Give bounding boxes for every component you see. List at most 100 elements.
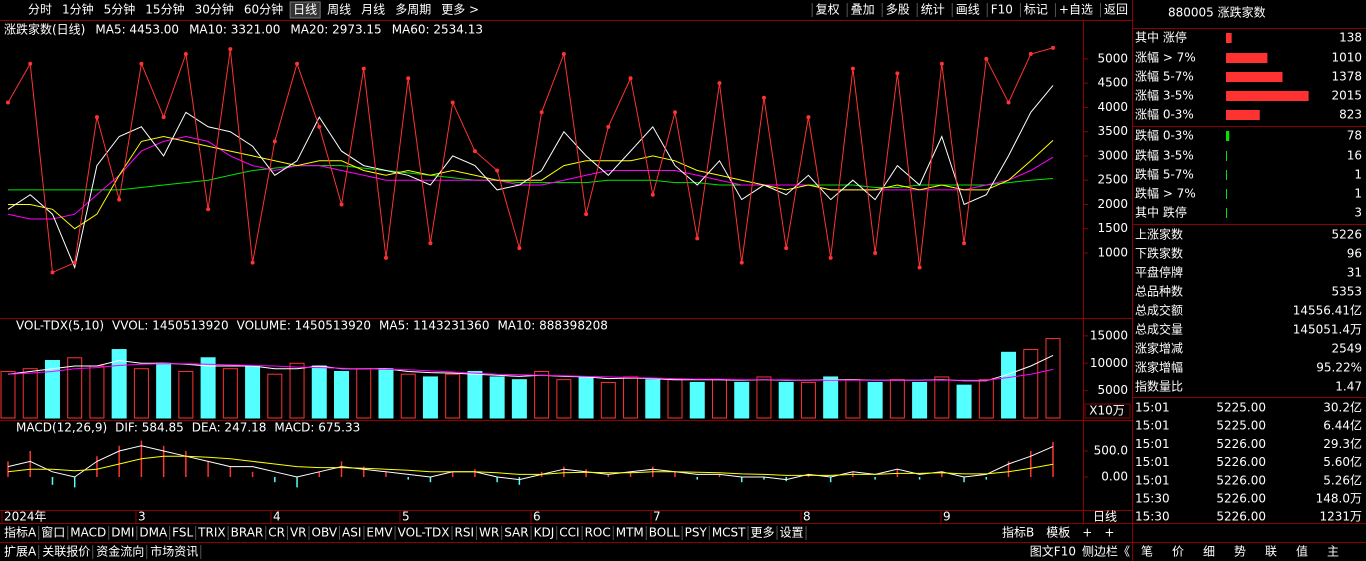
panel-tab[interactable]: 主: [1327, 545, 1339, 559]
breadth-label: 跌幅 > 7%: [1135, 186, 1196, 201]
data-point: [206, 207, 211, 212]
breadth-value: 823: [1339, 108, 1362, 122]
breadth-line: [7, 47, 1054, 274]
breadth-value: 138: [1339, 31, 1362, 45]
tick-cell: 15:01: [1135, 419, 1170, 433]
indicator-tab[interactable]: 更多: [751, 526, 775, 540]
indicator-tab[interactable]: 窗口: [41, 526, 65, 540]
tool-button[interactable]: +自选: [1059, 3, 1093, 17]
status-tab[interactable]: 市场资讯: [150, 544, 198, 559]
data-point: [272, 139, 277, 144]
volume-bar: [311, 365, 327, 419]
volume-bar: [178, 370, 194, 419]
tick-cell: 5.60亿: [1323, 454, 1362, 469]
breadth-value: 78: [1347, 129, 1362, 143]
indicator-tab[interactable]: ROC: [585, 526, 611, 540]
period-tab[interactable]: 周线: [327, 3, 351, 17]
panel-tab[interactable]: 联: [1265, 545, 1277, 559]
indicator-tab[interactable]: +: [1082, 526, 1092, 540]
legend: 涨跌家数(日线): [4, 22, 85, 37]
tool-button[interactable]: 复权: [816, 3, 840, 17]
status-tab[interactable]: 资金流向: [96, 544, 144, 559]
y-tick-label: 5000: [1097, 51, 1128, 65]
tick-cell: 15:01: [1135, 473, 1170, 487]
data-point: [739, 260, 744, 265]
breadth-label: 涨幅 5-7%: [1135, 69, 1194, 84]
panel-tab[interactable]: 价: [1172, 545, 1184, 559]
data-point: [183, 52, 188, 57]
period-tab[interactable]: 分时: [28, 3, 52, 17]
indicator-tab[interactable]: DMI: [111, 526, 134, 540]
period-tab[interactable]: 月线: [361, 3, 385, 17]
indicator-tab[interactable]: EMV: [366, 526, 393, 540]
indicator-tab[interactable]: VR: [290, 526, 307, 540]
panel-tab[interactable]: 势: [1234, 545, 1246, 559]
volume-bar: [222, 368, 238, 419]
data-point: [939, 61, 944, 66]
indicator-tab[interactable]: PSY: [685, 526, 708, 540]
indicator-tab[interactable]: SAR: [504, 526, 528, 540]
indicator-tab[interactable]: MCST: [712, 526, 746, 540]
indicator-tab[interactable]: 指标A: [4, 525, 37, 540]
indicator-tab[interactable]: 模板: [1046, 526, 1070, 540]
tool-button[interactable]: 返回: [1104, 3, 1128, 17]
status-tab[interactable]: 关联报价: [42, 544, 90, 559]
volume-bar: [912, 381, 928, 419]
indicator-tab[interactable]: MACD: [70, 526, 106, 540]
period-tab[interactable]: 60分钟: [244, 2, 283, 17]
indicator-tab[interactable]: +: [1104, 526, 1114, 540]
indicator-tab[interactable]: DMA: [139, 526, 168, 540]
indicator-tab[interactable]: KDJ: [534, 526, 555, 540]
period-tab[interactable]: 多周期: [395, 3, 431, 17]
date-label: 5: [402, 510, 410, 524]
y-tick-label: 1500: [1097, 221, 1128, 235]
data-point: [539, 110, 544, 115]
tool-button[interactable]: 画线: [956, 3, 980, 17]
indicator-tab[interactable]: CR: [268, 526, 285, 540]
indicator-tab[interactable]: OBV: [312, 526, 338, 540]
y-tick-label: 15000: [1090, 328, 1128, 342]
legend: MACD: 675.33: [274, 421, 360, 435]
indicator-tab[interactable]: RSI: [455, 526, 475, 540]
panel-tab[interactable]: 细: [1203, 545, 1215, 559]
tool-button[interactable]: 统计: [921, 3, 945, 17]
tool-button[interactable]: 标记: [1024, 3, 1048, 17]
indicator-tab[interactable]: BRAR: [231, 526, 264, 540]
period-tab[interactable]: 30分钟: [195, 2, 234, 17]
data-point: [1006, 100, 1011, 105]
status-tab[interactable]: 扩展A: [4, 545, 37, 559]
status-tab[interactable]: 图文F10: [1030, 544, 1076, 559]
indicator-tab[interactable]: ASI: [342, 526, 361, 540]
indicator-tab[interactable]: MTM: [616, 526, 644, 540]
indicator-tab[interactable]: WR: [479, 526, 499, 540]
breadth-value: 1: [1354, 168, 1362, 182]
indicator-tab[interactable]: 指标B: [1002, 525, 1034, 540]
volume-bar: [111, 349, 127, 419]
y-tick-label: 500.0: [1094, 444, 1128, 458]
breadth-label: 跌幅 5-7%: [1135, 167, 1194, 182]
date-label: 9: [943, 510, 951, 524]
indicator-tab[interactable]: 设置: [780, 526, 804, 540]
data-point: [895, 71, 900, 76]
status-tab[interactable]: 侧边栏《: [1082, 544, 1130, 559]
indicator-tab[interactable]: FSL: [172, 526, 193, 540]
indicator-tab[interactable]: VOL-TDX: [398, 526, 450, 540]
period-tab[interactable]: 1分钟: [62, 2, 94, 17]
tool-button[interactable]: 多股: [886, 3, 910, 17]
tool-button[interactable]: 叠加: [851, 3, 875, 17]
volume-bar: [445, 373, 461, 419]
volume-bar: [156, 362, 172, 419]
indicator-tab[interactable]: BOLL: [649, 526, 680, 540]
indicator-tab[interactable]: CCI: [559, 526, 579, 540]
indicator-tab[interactable]: TRIX: [197, 526, 225, 540]
period-tab[interactable]: 日线: [293, 3, 317, 17]
period-tab[interactable]: 更多 >: [441, 3, 479, 17]
breadth-bar: [1226, 208, 1227, 218]
panel-tab[interactable]: 值: [1296, 544, 1308, 559]
tick-cell: 15:30: [1135, 510, 1170, 524]
tool-button[interactable]: F10: [991, 3, 1013, 17]
panel-tab[interactable]: 笔: [1141, 544, 1153, 559]
period-tab[interactable]: 15分钟: [145, 2, 184, 17]
period-tab[interactable]: 5分钟: [104, 2, 136, 17]
data-point: [94, 115, 99, 120]
